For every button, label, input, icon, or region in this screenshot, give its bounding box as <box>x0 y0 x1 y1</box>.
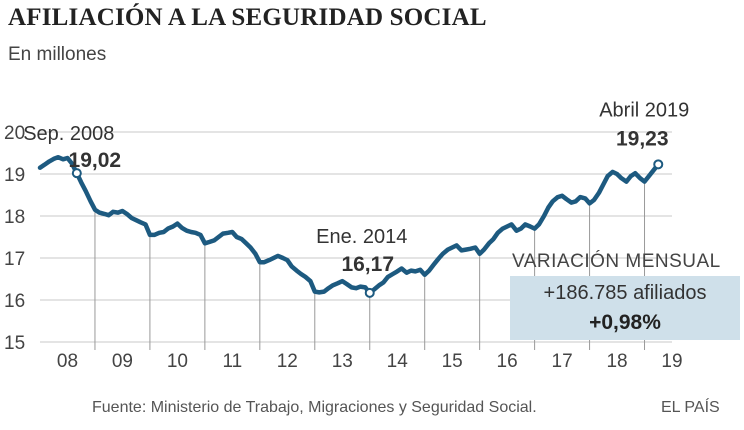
annotation-value-2: 19,23 <box>616 127 669 150</box>
source-note: Fuente: Ministerio de Trabajo, Migracion… <box>92 399 537 416</box>
annotation-point-0 <box>71 168 82 179</box>
y-tick-18: 18 <box>4 207 25 228</box>
x-tick-10: 10 <box>167 351 188 372</box>
x-tick-13: 13 <box>332 351 353 372</box>
monthly-variation-affiliates: +186.785 afiliados <box>543 282 707 304</box>
chart-subtitle: En millones <box>8 44 107 65</box>
annotation-label-1: Ene. 2014 <box>316 226 407 248</box>
x-tick-19: 19 <box>661 351 682 372</box>
x-tick-labels: 08 09 10 11 12 13 14 15 16 17 18 19 <box>57 351 683 372</box>
annotation-value-0: 19,02 <box>69 149 122 172</box>
annotation-value-1: 16,17 <box>341 253 394 276</box>
annotation-point-1 <box>364 287 375 298</box>
x-tick-09: 09 <box>112 351 133 372</box>
x-tick-17: 17 <box>552 351 573 372</box>
annotation-point-2 <box>653 159 664 170</box>
monthly-variation-percent: +0,98% <box>589 311 661 334</box>
x-tick-16: 16 <box>497 351 518 372</box>
x-tick-18: 18 <box>606 351 627 372</box>
y-tick-19: 19 <box>4 165 25 186</box>
y-tick-16: 16 <box>4 291 25 312</box>
y-tick-17: 17 <box>4 249 25 270</box>
y-tick-labels: 15 16 17 18 19 20 <box>4 123 25 354</box>
x-tick-12: 12 <box>277 351 298 372</box>
series-line-0 <box>37 154 661 296</box>
x-tick-08: 08 <box>57 351 78 372</box>
x-tick-14: 14 <box>387 351 409 372</box>
x-tick-11: 11 <box>222 351 242 372</box>
monthly-variation-box: +186.785 afiliados +0,98% <box>510 276 740 340</box>
x-tick-15: 15 <box>442 351 463 372</box>
annotation-label-0: Sep. 2008 <box>23 123 114 145</box>
y-tick-20: 20 <box>4 123 25 144</box>
annotation-group: Sep. 2008 19,02 Ene. 2014 16,17 Abril 2019 19… <box>23 99 689 298</box>
annotation-label-2: Abril 2019 <box>599 99 689 121</box>
line-chart: 15 16 17 18 19 20 08 09 10 11 12 13 14 15 16 17 18 19 Se… <box>4 99 689 372</box>
monthly-variation-heading: VARIACIÓN MENSUAL <box>512 251 721 272</box>
y-tick-15: 15 <box>4 333 25 354</box>
series-group <box>37 154 661 296</box>
chart-title: AFILIACIÓN A LA SEGURIDAD SOCIAL <box>8 4 487 31</box>
brand-label: EL PAÍS <box>661 399 720 416</box>
